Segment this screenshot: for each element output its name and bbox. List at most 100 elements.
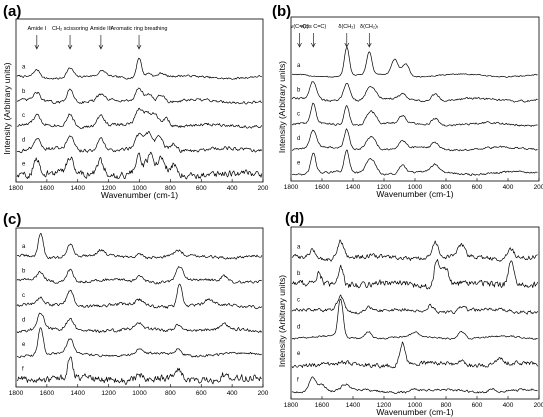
panel-label: (d): [285, 210, 304, 227]
x-tick-label: 1200: [377, 402, 392, 409]
annotation-arrowhead: [367, 42, 372, 48]
x-tick-label: 1400: [71, 185, 86, 192]
x-tick-label: 1600: [40, 390, 55, 397]
panel-b: (b) 1800 1600 1400 1200 1000 800 600 400 200 Waven…: [272, 3, 543, 199]
series-a-label: a: [22, 65, 26, 71]
panel-d: (d) 1800 1600 1400 1200 1000 800 600 400 200 Waven…: [277, 210, 543, 417]
series-c-line: [291, 102, 538, 127]
plot-frame: [15, 18, 264, 183]
x-tick-label: 600: [472, 184, 483, 191]
plot-frame: [15, 227, 264, 388]
series-e-line: [16, 151, 263, 180]
series-b-label: b: [22, 268, 26, 274]
series-a-label: a: [297, 244, 301, 250]
series-d-label: d: [297, 136, 300, 142]
annotation-label: δ(CH₂): [338, 24, 355, 30]
x-tick-label: 800: [441, 184, 452, 191]
x-tick-label: 600: [196, 185, 207, 192]
y-axis-label: Intensity (Arbitrary units): [277, 275, 287, 367]
series-e-line: [16, 327, 262, 358]
series-e-line: [291, 149, 538, 176]
series-f-label: f: [297, 378, 299, 384]
panel-label: (c): [3, 211, 21, 228]
series-c-label: c: [22, 113, 25, 119]
annotation-arrowhead: [34, 44, 40, 50]
annotation-label: ν(C=O): [291, 24, 309, 30]
series-b-line: [291, 259, 538, 290]
panel-label: (b): [272, 3, 291, 20]
series-a-line: [16, 57, 262, 80]
x-tick-label: 1800: [284, 184, 299, 191]
annotation-label: CH₂ scissoring: [52, 26, 88, 32]
x-axis-label: Wavenumber (cm-1): [376, 189, 453, 199]
annotation-arrowhead: [311, 42, 316, 48]
series-b-label: b: [297, 87, 301, 93]
annotation-arrowhead: [344, 42, 350, 48]
x-axis-label: Wavenumber (cm-1): [376, 407, 453, 417]
x-tick-label: 800: [165, 185, 176, 192]
series-f-label: f: [22, 366, 24, 372]
x-tick-label: 1400: [346, 184, 361, 191]
x-tick-label: 1600: [315, 402, 330, 409]
x-tick-label: 400: [227, 390, 238, 397]
series-a-label: a: [297, 63, 301, 69]
annotation-arrowhead: [136, 44, 142, 50]
series-c-line: [291, 294, 538, 315]
y-axis-label: Intensity (Arbitrary units): [2, 62, 12, 154]
series-d-line: [16, 130, 263, 154]
series-e-label: e: [297, 160, 301, 166]
series-e-label: e: [22, 162, 26, 168]
x-tick-label: 400: [503, 402, 514, 409]
x-tick-label: 1000: [132, 185, 147, 192]
x-tick-label: 1000: [132, 390, 147, 397]
x-tick-label: 200: [534, 402, 543, 409]
x-axis-label: Wavenumber (cm-1): [101, 190, 178, 200]
series-f-line: [16, 356, 262, 385]
x-tick-label: 200: [258, 390, 269, 397]
series-a-line: [16, 232, 263, 260]
series-b-line: [291, 81, 538, 103]
x-tick-label: 1600: [315, 184, 330, 191]
series-d-label: d: [297, 324, 300, 330]
x-tick-label: 1400: [346, 402, 361, 409]
series-b-label: b: [297, 271, 301, 277]
plot-frame: [290, 226, 540, 400]
panel-c: (c) 1800 1600 1400 1200 1000 800 600 400 200 a b c d e…: [3, 211, 269, 397]
x-tick-label: 600: [196, 390, 207, 397]
x-tick-label: 200: [534, 184, 543, 191]
panel-label: (a): [3, 3, 21, 20]
series-b-line: [16, 87, 263, 105]
x-tick-label: 1200: [377, 184, 392, 191]
series-a-label: a: [22, 244, 26, 250]
x-tick-label: 1200: [101, 390, 116, 397]
series-b-line: [16, 266, 262, 285]
series-d-line: [291, 298, 538, 340]
x-tick-label: 400: [503, 184, 514, 191]
series-c-line: [16, 107, 263, 130]
series-e-label: e: [297, 351, 301, 357]
x-tick-label: 1200: [101, 185, 116, 192]
x-tick-label: 200: [258, 185, 269, 192]
annotation-label: Aromatic ring breathing: [111, 26, 168, 32]
series-c-label: c: [297, 298, 300, 304]
panel-a: (a) 1800 1600 1400 1200 1000 800 600 400 200 Waven…: [2, 3, 269, 200]
x-tick-label: 1600: [40, 185, 55, 192]
annotation-arrowhead: [67, 44, 73, 50]
series-c-label: c: [22, 293, 25, 299]
series-d-line: [16, 312, 263, 334]
series-e-label: e: [22, 342, 26, 348]
annotation-label: Amide III: [90, 26, 112, 32]
series-d-label: d: [22, 137, 25, 143]
series-a-line: [291, 47, 538, 78]
annotation-label: Amide I: [28, 26, 47, 32]
y-axis-label: Intensity (Arbitrary units): [277, 61, 287, 153]
x-tick-label: 1400: [71, 390, 86, 397]
annotation-label: δ(CH₂)ₜ: [360, 24, 379, 30]
x-tick-label: 1000: [408, 402, 423, 409]
x-tick-label: 1800: [9, 390, 24, 397]
series-c-line: [16, 283, 263, 310]
x-tick-label: 1800: [9, 185, 24, 192]
x-tick-label: 1800: [284, 402, 299, 409]
series-d-line: [291, 128, 538, 152]
